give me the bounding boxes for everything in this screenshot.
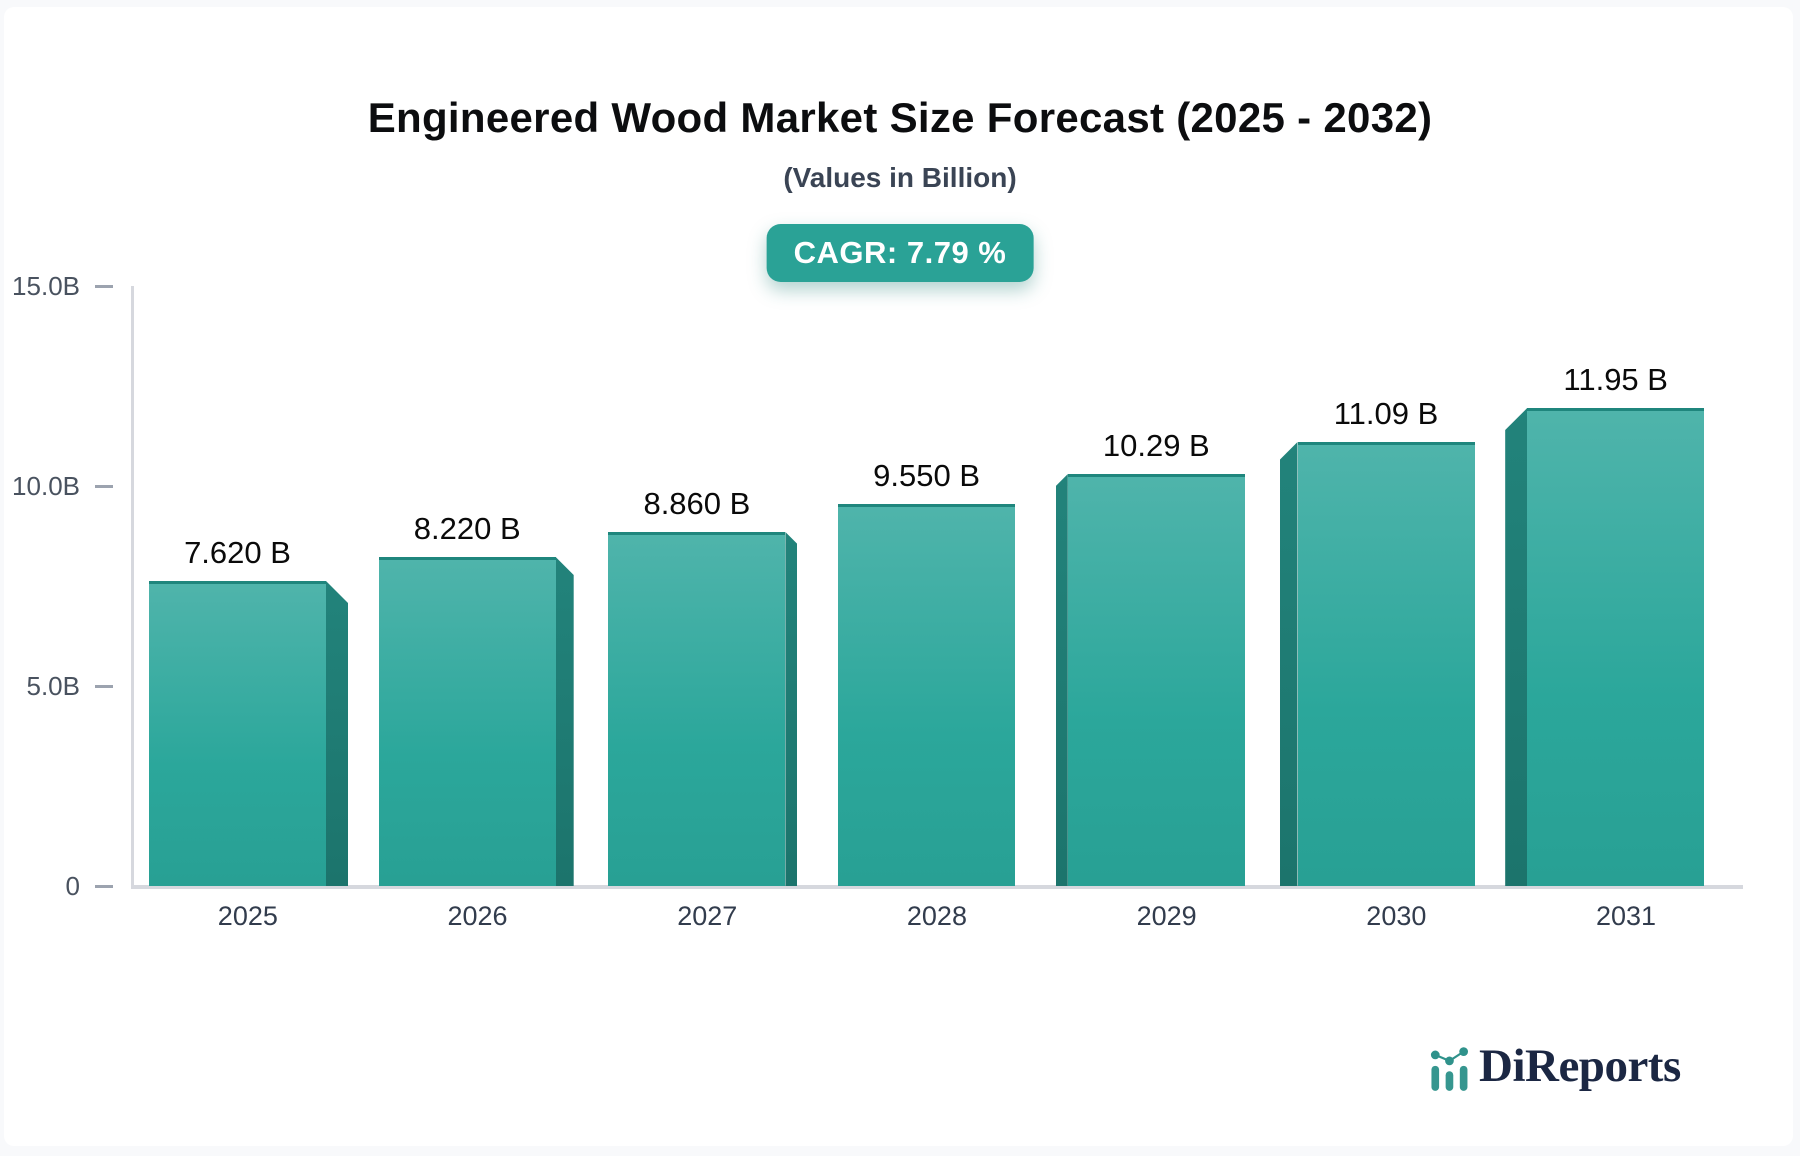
x-axis-year-label: 2027 [677, 901, 738, 931]
x-axis-year-label: 2026 [447, 901, 508, 931]
bar-side [1505, 408, 1528, 886]
bar-value-label: 8.220 B [413, 511, 521, 546]
x-axis-year-label: 2031 [1595, 901, 1657, 931]
chart-bars-icon [1430, 1047, 1468, 1091]
y-tick-dash [95, 285, 113, 288]
chart-title: Engineered Wood Market Size Forecast (20… [367, 94, 1433, 141]
bar-side [785, 532, 798, 886]
bar-side [555, 557, 574, 886]
x-axis-year-label: 2025 [217, 901, 278, 931]
logo-text: DiReports [1479, 1039, 1681, 1092]
y-tick-label: 15.0B [12, 271, 80, 301]
y-tick-dash [95, 685, 113, 688]
y-tick-label: 5.0B [26, 671, 81, 701]
bar-value-label: 9.550 B [873, 458, 981, 493]
chart-subtitle: (Values in Billion) [783, 162, 1017, 193]
bar-side [1279, 442, 1298, 886]
y-tick-label: 0 [65, 871, 80, 901]
bar-group: 10.29 B [1055, 428, 1245, 886]
bar-value-label: 11.09 B [1333, 396, 1439, 431]
bar-value-label: 8.860 B [643, 486, 751, 521]
bar-side [1055, 474, 1068, 886]
bar-group: 8.220 B [378, 511, 574, 886]
x-axis-year-label: 2030 [1366, 901, 1427, 931]
cagr-badge: CAGR: 7.79 % [766, 224, 1034, 282]
direports-logo: DiReports [1430, 1036, 1681, 1100]
bar-group: 8.860 B [608, 486, 798, 886]
bar-face [378, 557, 556, 886]
bar-value-label: 10.29 B [1102, 428, 1210, 463]
bar-value-label: 7.620 B [184, 535, 291, 570]
bar-group: 11.09 B [1279, 396, 1475, 886]
bar-face [608, 532, 786, 886]
y-tick-label: 10.0B [12, 471, 80, 501]
bar-face [838, 504, 1016, 886]
bar-value-label: 11.95 B [1563, 362, 1668, 397]
bar-group: 11.95 B [1505, 362, 1705, 886]
x-axis-line [131, 885, 1743, 889]
bar-group: 9.550 B [838, 458, 1016, 886]
y-tick-dash [95, 885, 113, 888]
bar-face [1067, 474, 1245, 886]
x-axis-year-label: 2029 [1136, 901, 1197, 931]
bar-face [1297, 442, 1475, 886]
bar-group: 7.620 B [149, 535, 348, 886]
x-axis-year-label: 2028 [906, 901, 967, 931]
bar-face [1527, 408, 1705, 886]
bar-face [149, 581, 326, 886]
bar-side [326, 581, 348, 886]
y-axis-line [131, 286, 134, 888]
y-tick-dash [95, 485, 113, 488]
